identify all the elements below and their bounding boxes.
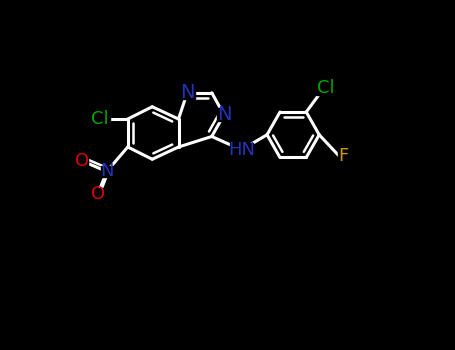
Text: N: N xyxy=(217,105,231,124)
Bar xyxy=(180,86,195,99)
Text: F: F xyxy=(338,147,348,166)
Bar xyxy=(316,82,335,95)
Bar xyxy=(93,188,103,199)
Text: O: O xyxy=(75,152,89,170)
Bar xyxy=(77,156,87,166)
Text: N: N xyxy=(100,162,113,181)
Bar xyxy=(338,151,348,162)
Bar xyxy=(89,112,110,126)
Bar xyxy=(230,143,253,157)
Text: HN: HN xyxy=(228,141,255,159)
Text: Cl: Cl xyxy=(91,110,109,128)
Text: O: O xyxy=(91,184,105,203)
Text: Cl: Cl xyxy=(317,79,334,97)
Bar xyxy=(101,166,113,177)
Bar xyxy=(217,108,231,121)
Text: N: N xyxy=(180,83,194,102)
